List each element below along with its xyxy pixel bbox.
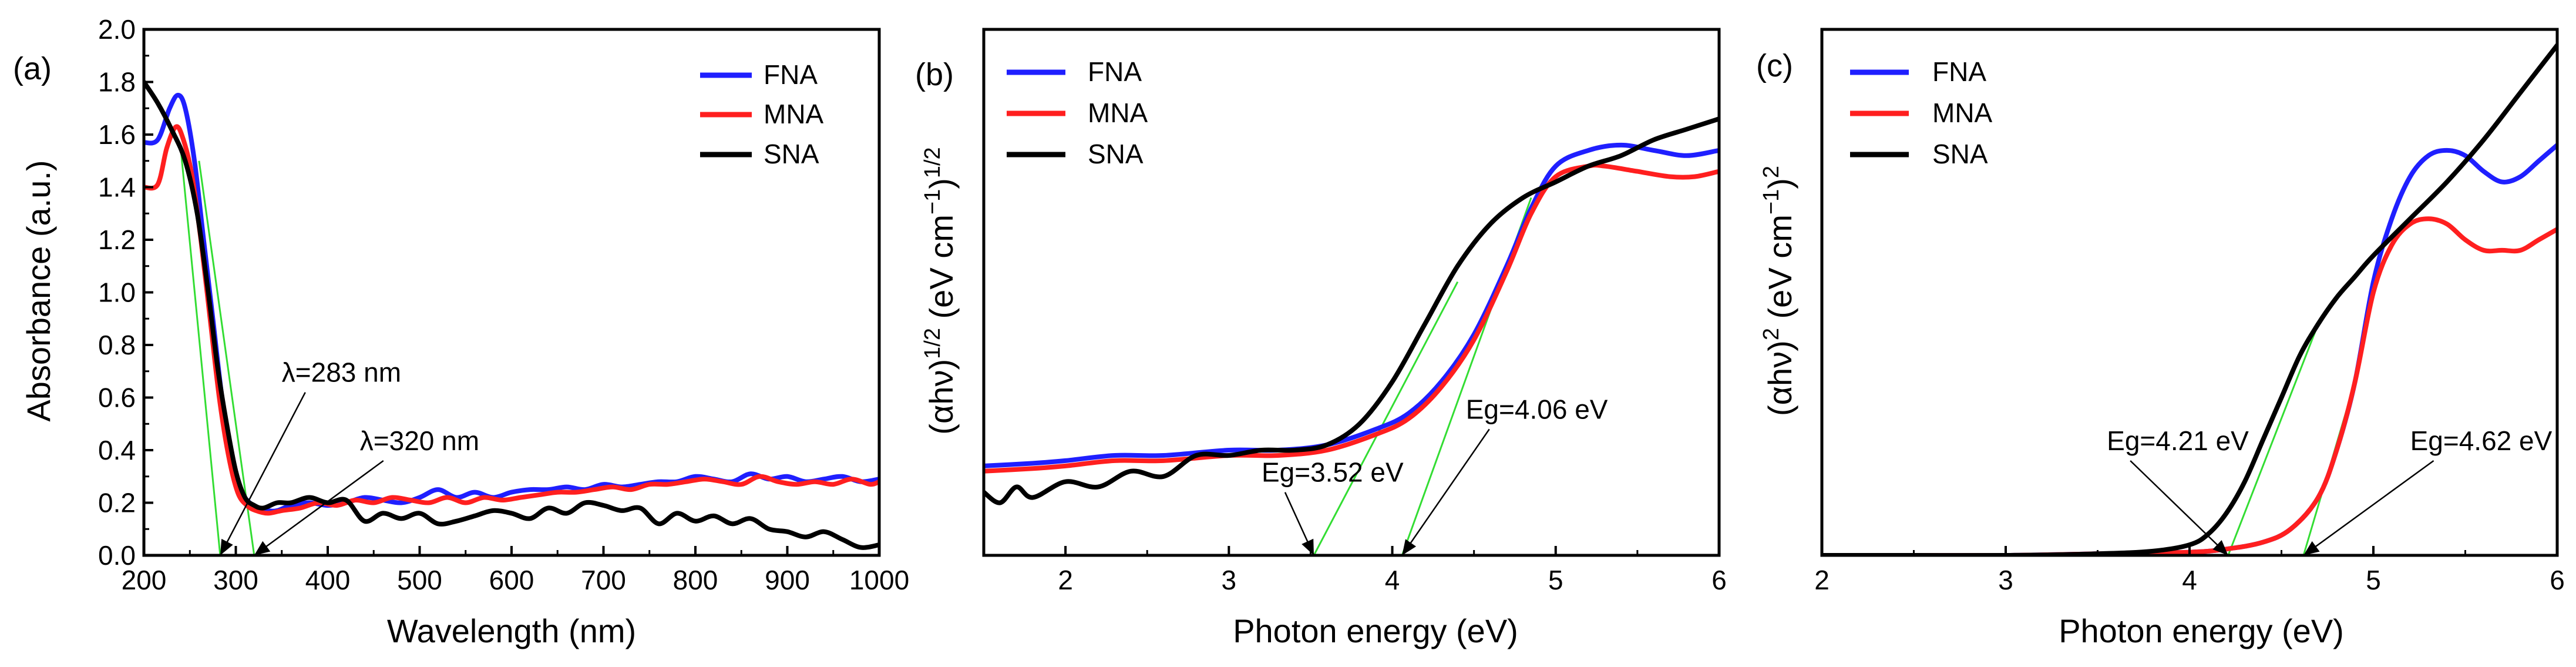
panel-label: (a) (13, 51, 52, 86)
tangent-line (180, 148, 221, 555)
annotation-arrowhead (2212, 540, 2228, 555)
x-tick-label: 6 (2550, 565, 2565, 595)
legend-label-fna: FNA (1932, 56, 1986, 87)
annotation-label: λ=283 nm (282, 357, 401, 388)
legend-label-sna: SNA (1088, 139, 1144, 169)
y-axis-title-part: ) (1761, 178, 1798, 189)
panel-label: (c) (1756, 48, 1793, 83)
y-tick-label: 1.4 (98, 172, 136, 203)
legend-label-sna: SNA (1932, 139, 1988, 169)
x-tick-label: 2 (1814, 565, 1830, 595)
annotation-arrow (1401, 428, 1490, 556)
x-tick-label: 4 (1385, 565, 1400, 595)
series-line-fna (1822, 142, 2557, 555)
y-axis-title-part: (eV cm (923, 214, 960, 328)
annotation-arrowhead (2303, 541, 2320, 555)
panel-label: (b) (915, 57, 954, 92)
legend: FNA MNA SNA (1850, 56, 1993, 169)
x-tick-label: 2 (1058, 565, 1073, 595)
x-tick-label: 6 (1711, 565, 1727, 595)
x-tick-label: 700 (581, 565, 626, 595)
y-axis-title: (αhν)2 (eV cm−1)2 (1759, 166, 1798, 416)
x-axis-title: Photon energy (eV) (2059, 612, 2344, 649)
legend-label-mna: MNA (1932, 98, 1993, 128)
y-axis-title-part: (αhν) (923, 359, 960, 435)
annotation-arrow (2303, 460, 2434, 557)
x-tick-label: 5 (1548, 565, 1563, 595)
x-tick-label: 1000 (849, 565, 909, 595)
y-axis-title-part: (eV cm (1761, 214, 1798, 328)
annotation-label: Eg=4.62 eV (2410, 425, 2553, 456)
y-tick-label: 0.8 (98, 330, 136, 360)
tangent-line (2227, 323, 2319, 555)
x-tick-label: 4 (2182, 565, 2197, 595)
panel-a: (a) Absorbance (a.u.) Wavelength (nm) FN… (13, 14, 909, 649)
series-line-sna (144, 79, 879, 550)
series-line-sna (984, 116, 1719, 505)
legend-label-fna: FNA (1088, 56, 1142, 87)
legend: FNA MNA SNA (700, 59, 824, 169)
axes-frame (982, 28, 1721, 557)
x-axis-title: Wavelength (nm) (387, 612, 636, 649)
y-axis-title-sup: 2 (1759, 328, 1784, 340)
tangent-line (198, 160, 255, 555)
y-tick-label: 0.6 (98, 383, 136, 413)
x-tick-label: 200 (122, 565, 167, 595)
tangent-line (1313, 281, 1459, 555)
y-axis-title: Absorbance (a.u.) (20, 160, 57, 421)
annotation-arrowhead (1402, 539, 1417, 555)
annotation-label: λ=320 nm (360, 425, 479, 456)
y-tick-label: 2.0 (98, 14, 136, 45)
x-tick-label: 3 (1998, 565, 2013, 595)
y-tick-label: 1.0 (98, 277, 136, 308)
x-tick-label: 600 (489, 565, 534, 595)
annotation-label: Eg=4.06 eV (1466, 394, 1608, 424)
y-tick-label: 0.0 (98, 540, 136, 571)
y-tick-label: 1.2 (98, 224, 136, 255)
series-line-mna (984, 162, 1719, 474)
plot-area (144, 79, 879, 555)
annotation-arrow (254, 460, 384, 557)
y-tick-label: 1.8 (98, 67, 136, 98)
y-tick-label: 0.2 (98, 488, 136, 518)
series-line-fna (984, 142, 1719, 468)
x-tick-label: 300 (213, 565, 258, 595)
y-axis-title-part: ) (923, 178, 960, 189)
panel-c: (c) (αhν)2 (eV cm−1)2 Photon energy (eV)… (1756, 28, 2565, 649)
annotation-label: Eg=3.52 eV (1262, 457, 1404, 488)
x-tick-label: 5 (2366, 565, 2381, 595)
annotation-arrow (219, 392, 306, 556)
y-axis-title-sup: 2 (1759, 166, 1784, 178)
x-axis-title: Photon energy (eV) (1233, 612, 1518, 649)
x-tick-label: 500 (397, 565, 442, 595)
panel-b: (b) (αhν)1/2 (eV cm−1)1/2 Photon energy … (915, 28, 1727, 649)
x-tick-label: 800 (673, 565, 718, 595)
legend-label-mna: MNA (1088, 98, 1148, 128)
legend-label-sna: SNA (764, 139, 819, 169)
annotation-arrowhead (254, 541, 271, 555)
y-axis-title-sup: −1 (1759, 189, 1784, 214)
y-axis-title-sup: 1/2 (920, 328, 945, 359)
x-tick-label: 3 (1222, 565, 1237, 595)
plot-area (984, 116, 1719, 555)
annotation-label: Eg=4.21 eV (2107, 425, 2249, 456)
legend-label-mna: MNA (764, 99, 824, 129)
x-tick-label: 400 (305, 565, 351, 595)
y-axis-title-part: (αhν) (1761, 340, 1798, 416)
y-tick-label: 1.6 (98, 119, 136, 150)
x-tick-label: 900 (765, 565, 810, 595)
y-axis-title-sup: 1/2 (920, 147, 945, 178)
y-axis-title: (αhν)1/2 (eV cm−1)1/2 (920, 147, 960, 434)
legend: FNA MNA SNA (1007, 56, 1148, 169)
annotation-arrowhead (220, 538, 233, 555)
y-tick-label: 0.4 (98, 435, 136, 465)
annotation-arrow (2130, 460, 2229, 556)
y-axis-title-sup: −1 (920, 189, 945, 214)
legend-label-fna: FNA (764, 59, 818, 90)
series-line-mna (144, 124, 879, 516)
series-line-mna (1822, 216, 2557, 555)
